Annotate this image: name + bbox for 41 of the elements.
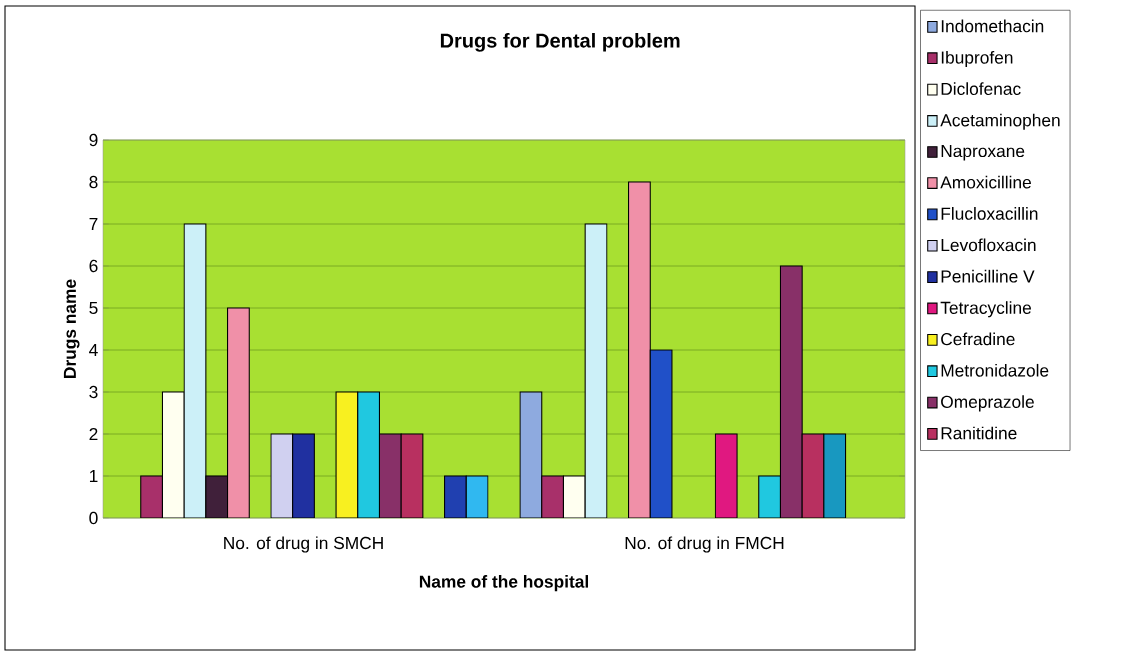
x-tick-label: No. of drug in SMCH <box>224 536 383 553</box>
bar <box>801 433 825 518</box>
y-tick-label: 0 <box>89 511 98 525</box>
y-tick-label: 9 <box>89 133 98 147</box>
y-tick-label: 6 <box>89 259 98 273</box>
legend-label: Indomethacin <box>941 19 1044 33</box>
bar <box>541 475 564 518</box>
bar <box>584 223 608 518</box>
legend-label: Acetaminophen <box>940 113 1060 130</box>
bar <box>183 223 207 518</box>
y-tick-label: 1 <box>89 470 98 482</box>
y-tick-label: 5 <box>89 301 98 315</box>
legend-label: Ranitidine <box>941 426 1017 440</box>
legend-label: Penicilline V <box>941 269 1035 283</box>
bar <box>400 433 424 518</box>
legend-label: Naproxane <box>941 145 1025 161</box>
legend-label: Flucloxacillin <box>941 207 1038 220</box>
x-axis-title: Name of the hospital <box>419 575 589 592</box>
legend-label: Ibuprofen <box>941 50 1013 68</box>
bar <box>758 475 781 518</box>
y-tick-label: 3 <box>89 385 98 399</box>
legend-label: Metronidazole <box>941 363 1049 377</box>
y-tick-label: 2 <box>89 427 98 441</box>
y-tick-label: 7 <box>89 218 98 230</box>
y-axis-title: Drugs name <box>63 279 80 378</box>
chart-title: Drugs for Dental problem <box>440 32 680 52</box>
bar <box>357 391 380 518</box>
y-tick-label: 4 <box>89 344 98 356</box>
legend-label: Tetracycline <box>940 301 1031 318</box>
legend-label: Diclofenac <box>941 82 1021 96</box>
bar <box>562 475 586 518</box>
bar <box>628 181 651 518</box>
bar <box>227 307 250 518</box>
bar <box>140 475 163 518</box>
legend-label: Levofloxacin <box>941 238 1036 252</box>
legend-label: Omeprazole <box>941 395 1034 412</box>
legend-label: Amoxicilline <box>940 175 1031 189</box>
bar <box>161 391 185 518</box>
legend-label: Cefradine <box>941 332 1015 346</box>
y-tick-label: 8 <box>89 175 98 189</box>
x-tick-label: No. of drug in FMCH <box>625 536 784 553</box>
